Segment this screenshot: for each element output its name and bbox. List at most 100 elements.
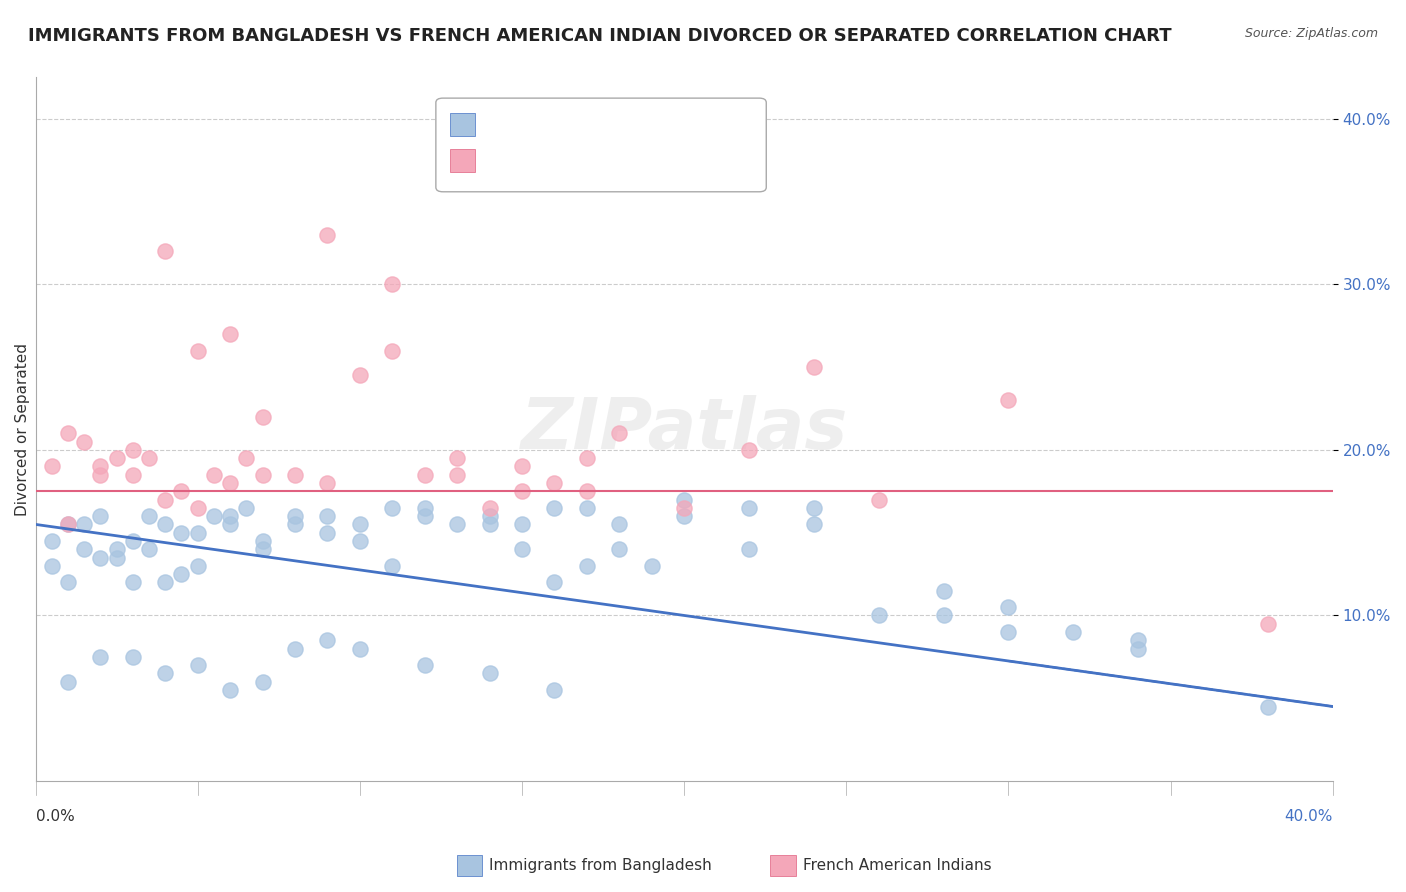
Point: [284, 509, 307, 524]
Point: [56, 517, 79, 532]
Point: [252, 533, 274, 548]
Point: [478, 509, 501, 524]
Text: 40.0%: 40.0%: [1285, 809, 1333, 824]
Point: [56, 517, 79, 532]
Point: [349, 368, 371, 383]
Point: [187, 558, 209, 573]
Point: [381, 343, 404, 358]
Point: [41, 459, 63, 474]
Point: [478, 517, 501, 532]
Point: [1257, 616, 1279, 631]
Text: R = -0.359   N = 76: R = -0.359 N = 76: [485, 117, 636, 131]
Point: [349, 533, 371, 548]
Point: [932, 608, 955, 623]
Point: [997, 600, 1019, 615]
Point: [138, 451, 160, 466]
Point: [413, 509, 436, 524]
Point: [235, 451, 257, 466]
Point: [284, 517, 307, 532]
Point: [252, 467, 274, 482]
Point: [155, 492, 177, 507]
Point: [121, 575, 143, 590]
Point: [219, 476, 242, 491]
Point: [202, 509, 225, 524]
Point: [121, 442, 143, 457]
Point: [121, 467, 143, 482]
Text: 0.0%: 0.0%: [35, 809, 75, 824]
Point: [543, 476, 565, 491]
Point: [446, 451, 468, 466]
Point: [155, 575, 177, 590]
Point: [219, 682, 242, 697]
Point: [673, 509, 696, 524]
Point: [997, 393, 1019, 408]
Point: [316, 227, 339, 242]
Point: [202, 467, 225, 482]
Point: [1128, 633, 1150, 648]
Point: [543, 682, 565, 697]
Point: [284, 641, 307, 656]
Point: [446, 517, 468, 532]
Point: [641, 558, 664, 573]
Point: [543, 575, 565, 590]
Point: [575, 451, 598, 466]
Point: [868, 492, 890, 507]
Point: [738, 542, 761, 557]
Point: [446, 467, 468, 482]
Text: Source: ZipAtlas.com: Source: ZipAtlas.com: [1244, 27, 1378, 40]
Point: [170, 525, 193, 540]
Point: [155, 517, 177, 532]
Point: [381, 500, 404, 515]
Point: [543, 500, 565, 515]
Point: [575, 558, 598, 573]
Text: R = -0.003   N = 43: R = -0.003 N = 43: [485, 153, 636, 167]
Point: [803, 360, 825, 375]
Point: [381, 277, 404, 292]
Point: [413, 658, 436, 673]
Point: [155, 666, 177, 681]
Point: [56, 674, 79, 689]
Point: [1128, 641, 1150, 656]
Point: [1062, 625, 1084, 640]
Point: [41, 533, 63, 548]
Point: [932, 583, 955, 598]
Point: [187, 525, 209, 540]
Point: [105, 542, 128, 557]
Point: [381, 558, 404, 573]
Point: [170, 484, 193, 499]
Point: [219, 509, 242, 524]
Point: [349, 641, 371, 656]
Point: [738, 442, 761, 457]
Point: [673, 492, 696, 507]
Point: [105, 451, 128, 466]
Point: [235, 500, 257, 515]
Point: [413, 500, 436, 515]
Point: [316, 509, 339, 524]
Point: [413, 467, 436, 482]
Point: [187, 343, 209, 358]
Point: [510, 459, 533, 474]
Point: [121, 649, 143, 664]
Point: [56, 426, 79, 441]
Point: [316, 476, 339, 491]
Point: [89, 550, 111, 565]
Point: [187, 658, 209, 673]
Point: [316, 525, 339, 540]
Point: [56, 575, 79, 590]
Point: [478, 500, 501, 515]
Point: [284, 467, 307, 482]
Point: [89, 459, 111, 474]
Text: Immigrants from Bangladesh: Immigrants from Bangladesh: [489, 858, 711, 872]
Point: [105, 550, 128, 565]
Point: [803, 500, 825, 515]
Point: [252, 542, 274, 557]
Point: [510, 542, 533, 557]
Point: [316, 633, 339, 648]
Point: [349, 517, 371, 532]
Point: [138, 509, 160, 524]
Point: [868, 608, 890, 623]
Point: [575, 500, 598, 515]
Point: [187, 500, 209, 515]
Point: [89, 467, 111, 482]
Text: IMMIGRANTS FROM BANGLADESH VS FRENCH AMERICAN INDIAN DIVORCED OR SEPARATED CORRE: IMMIGRANTS FROM BANGLADESH VS FRENCH AME…: [28, 27, 1171, 45]
